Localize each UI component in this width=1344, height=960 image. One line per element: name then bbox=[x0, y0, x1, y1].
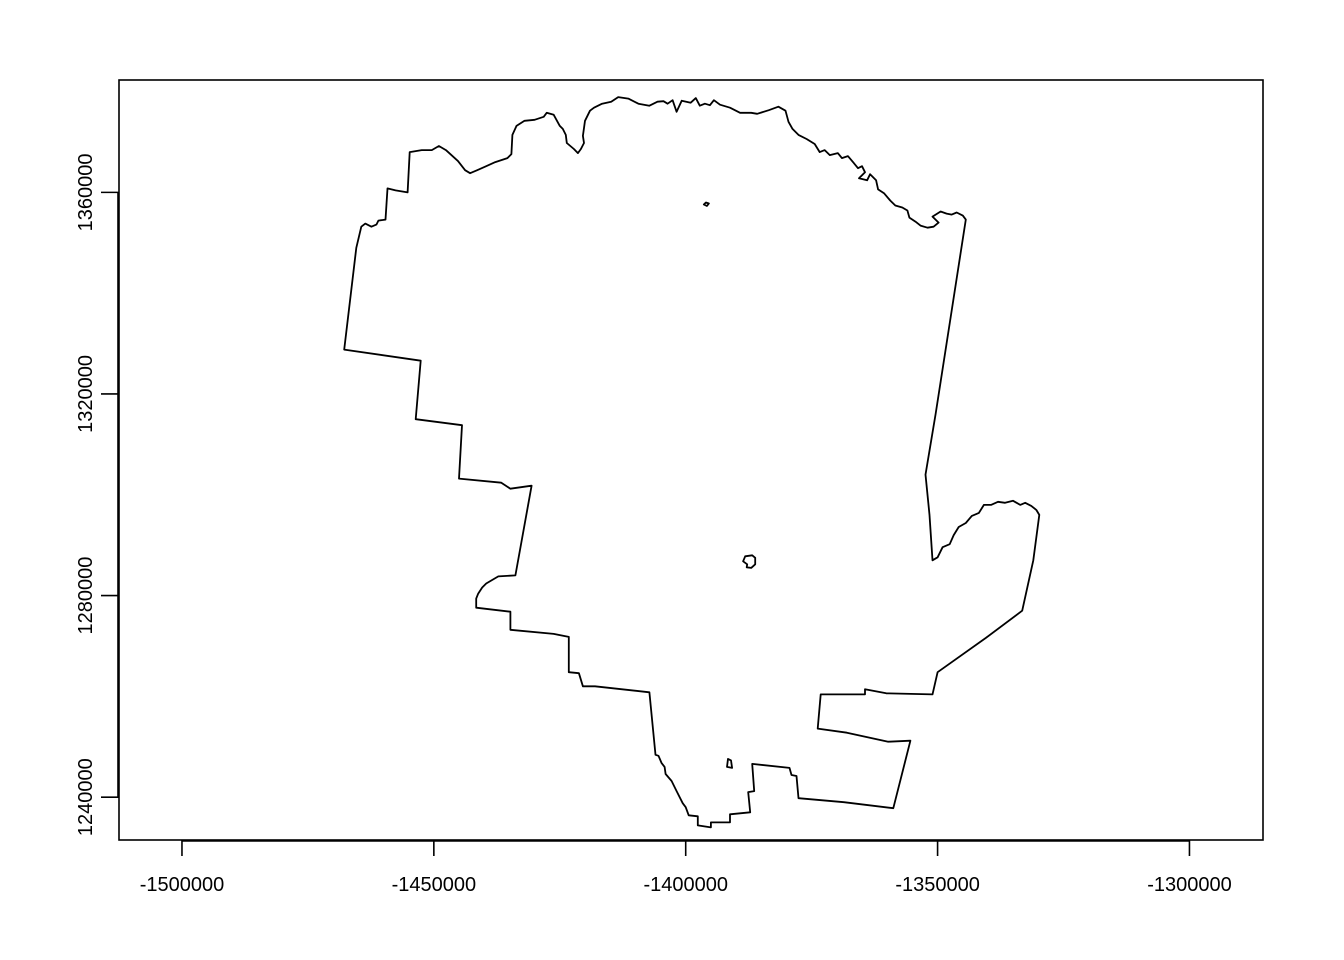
y-axis: 1240000 1280000 1320000 1360000 bbox=[75, 153, 119, 836]
plot-frame bbox=[118, 79, 1264, 841]
y-tick-label: 1240000 bbox=[75, 758, 97, 836]
x-tick-label: -1450000 bbox=[392, 874, 477, 896]
region-hole bbox=[726, 758, 733, 769]
x-tick-label: -1400000 bbox=[643, 874, 728, 896]
region-outline bbox=[343, 96, 1041, 829]
region-hole bbox=[742, 554, 757, 569]
x-axis: -1500000 -1450000 -1400000 -1350000 -1300000 bbox=[140, 840, 1232, 896]
x-tick-label: -1350000 bbox=[895, 874, 980, 896]
x-tick-label: -1300000 bbox=[1147, 874, 1232, 896]
x-tick-label: -1500000 bbox=[140, 874, 225, 896]
y-tick-label: 1360000 bbox=[75, 153, 97, 231]
region-boundary bbox=[343, 96, 1041, 829]
y-tick-label: 1280000 bbox=[75, 557, 97, 635]
y-tick-label: 1320000 bbox=[75, 355, 97, 433]
region-hole bbox=[702, 201, 710, 207]
